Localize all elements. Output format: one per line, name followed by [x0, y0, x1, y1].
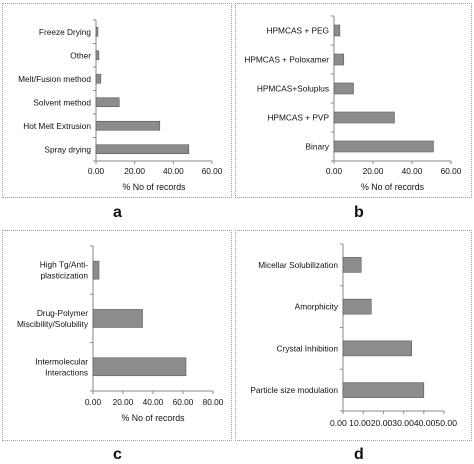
category-label: Particle size modulation: [250, 385, 338, 395]
x-tick-label: 60.00: [441, 166, 462, 176]
bar: [95, 144, 190, 155]
chart-panel-a: Freeze Drying Other Melt/Fusion method Solv…: [2, 3, 232, 198]
bar: [342, 340, 412, 357]
category-label: HPMCAS + PVP: [267, 113, 329, 123]
bar: [342, 298, 372, 315]
x-axis-title: % No of records: [121, 413, 185, 423]
category-label: Crystal Inhibition: [277, 343, 339, 353]
x-tick-label: 20.00: [363, 166, 384, 176]
panel-letter-c: c: [113, 446, 122, 463]
x-tick-label: 40.00: [163, 166, 184, 176]
category-label: HPMCAS + Poloxamer: [244, 55, 329, 65]
category-label: Intermolecular Interactions: [35, 356, 88, 377]
x-tick-label: 60.00: [173, 397, 194, 407]
bar: [333, 111, 395, 124]
bar: [333, 82, 354, 95]
bar: [92, 309, 143, 328]
bar: [92, 260, 100, 280]
chart-panel-c: High Tg/Anti-plasticization Drug-Polymer M…: [2, 230, 232, 441]
panel-letter-a: a: [113, 204, 122, 221]
category-label: Binary: [305, 142, 329, 152]
chart-d: Micellar Solubilization Amorphicity Crysta…: [250, 243, 457, 428]
bar: [95, 50, 100, 61]
category-label: Other: [70, 50, 91, 60]
bar: [333, 53, 345, 66]
x-tick-label: 80.00: [203, 397, 224, 407]
x-axis-title: % No of records: [361, 182, 425, 192]
x-tick-labels: 0.00 10.0020.0030.0040.0050.00: [330, 418, 457, 428]
bar: [342, 382, 425, 398]
chart-b: HPMCAS + PEG HPMCAS + Poloxamer HPMCAS+Sol…: [244, 15, 462, 192]
x-tick-label: 20.00: [124, 166, 145, 176]
category-label: Amorphicity: [295, 302, 339, 312]
panel-letter-b: b: [354, 204, 364, 221]
x-tick-label: 60.00: [202, 166, 223, 176]
bar: [95, 97, 120, 108]
bar: [95, 73, 102, 84]
x-tick-label: 40.00: [402, 166, 423, 176]
bar: [342, 257, 362, 273]
bar: [95, 26, 99, 37]
category-label: Spray drying: [44, 144, 91, 154]
bar: [95, 120, 161, 131]
x-tick-label: 0.00: [85, 397, 102, 407]
chart-panel-b: HPMCAS + PEG HPMCAS + Poloxamer HPMCAS+Sol…: [235, 3, 472, 198]
category-label: Solvent method: [33, 97, 91, 107]
panel-letter-d: d: [354, 446, 364, 463]
bar: [333, 24, 341, 37]
category-label: Micellar Solubilization: [258, 260, 338, 270]
x-tick-label: 0.00: [326, 166, 343, 176]
chart-c: High Tg/Anti-plasticization Drug-Polymer M…: [17, 245, 224, 423]
category-label: Drug-Polymer Miscibility/Solubility: [17, 308, 89, 329]
category-label: Freeze Drying: [39, 27, 91, 37]
x-tick-label: 0.00: [88, 166, 105, 176]
chart-panel-d: Micellar Solubilization Amorphicity Crysta…: [235, 230, 472, 441]
x-axis-title: % No of records: [122, 182, 186, 192]
category-label: HPMCAS + PEG: [267, 26, 329, 36]
bar: [333, 140, 434, 153]
category-label: Melt/Fusion method: [18, 74, 91, 84]
bar: [92, 357, 187, 377]
x-tick-label: 40.00: [143, 397, 164, 407]
x-tick-label: 20.00: [113, 397, 134, 407]
category-label: High Tg/Anti-plasticization: [40, 260, 89, 281]
category-label: HPMCAS+Soluplus: [257, 84, 329, 94]
category-label: Hot Melt Extrusion: [23, 121, 91, 131]
chart-a: Freeze Drying Other Melt/Fusion method Solv…: [18, 19, 223, 192]
